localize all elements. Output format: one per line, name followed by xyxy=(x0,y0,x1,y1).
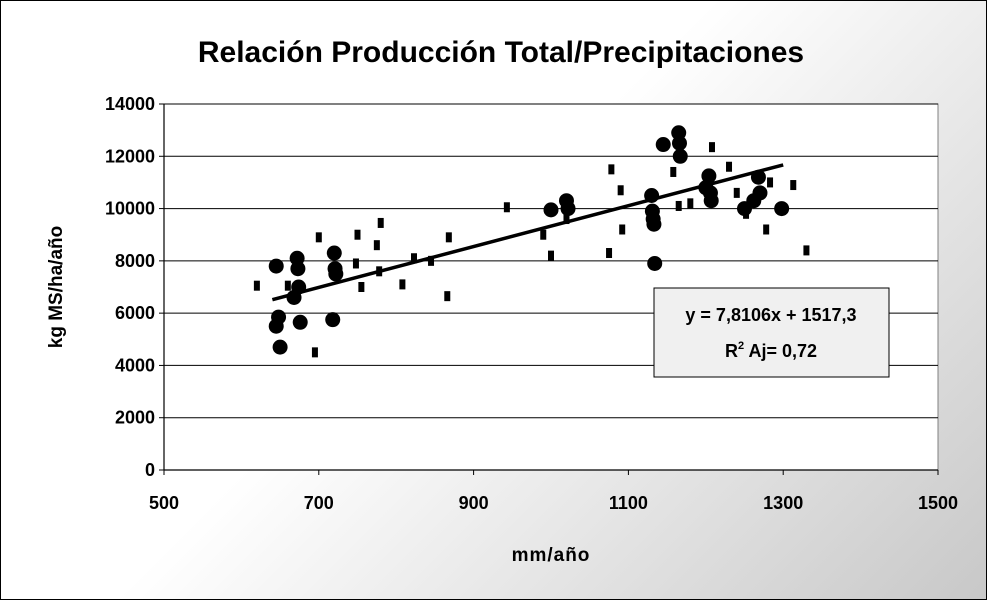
x-axis-ticks: 500 700 900 1100 1300 1500 xyxy=(149,470,958,513)
data-point-square xyxy=(428,255,435,266)
data-point-square xyxy=(377,217,384,228)
data-point-circle xyxy=(655,137,671,153)
equation-label: y = 7,8106x + 1517,3 xyxy=(685,305,856,325)
data-point-square xyxy=(733,187,740,198)
data-points xyxy=(253,125,810,358)
data-point-square xyxy=(284,280,291,291)
data-point-square xyxy=(687,198,694,209)
data-point-square xyxy=(399,279,406,290)
data-point-square xyxy=(444,291,451,302)
y-tick-label: 4000 xyxy=(115,355,155,375)
data-point-circle xyxy=(647,255,663,271)
data-point-square xyxy=(675,200,682,211)
data-point-square xyxy=(670,166,677,177)
equation-box-background xyxy=(653,287,890,378)
data-point-circle xyxy=(752,185,768,201)
data-point-circle xyxy=(328,266,344,282)
x-tick-label: 700 xyxy=(304,493,334,513)
data-point-square xyxy=(311,347,318,358)
data-point-square xyxy=(803,245,810,256)
data-point-circle xyxy=(701,168,717,184)
r-squared-label: R2 Aj= 0,72 xyxy=(725,340,817,361)
data-point-circle xyxy=(325,312,341,328)
y-tick-label: 10000 xyxy=(105,199,155,219)
data-point-circle xyxy=(560,201,576,217)
data-point-square xyxy=(548,250,554,261)
data-point-square xyxy=(708,142,715,153)
y-tick-label: 12000 xyxy=(105,146,155,166)
data-point-square xyxy=(352,258,359,269)
data-point-circle xyxy=(703,193,719,209)
data-point-square xyxy=(445,232,452,243)
y-tick-label: 6000 xyxy=(115,303,155,323)
x-tick-label: 1100 xyxy=(609,493,648,513)
data-point-circle xyxy=(774,201,790,217)
data-point-square xyxy=(354,229,361,240)
chart-title: Relación Producción Total/Precipitacione… xyxy=(198,36,804,69)
data-point-square xyxy=(608,164,615,175)
data-point-square xyxy=(763,224,770,235)
x-tick-label: 500 xyxy=(149,493,179,513)
y-axis-ticks: 0 2000 4000 6000 8000 10000 12000 14000 xyxy=(105,94,164,480)
y-tick-label: 2000 xyxy=(115,408,155,428)
y-tick-label: 0 xyxy=(145,460,155,480)
equation-box: y = 7,8106x + 1517,3 R2 Aj= 0,72 xyxy=(653,287,890,378)
y-tick-label: 8000 xyxy=(115,251,155,271)
data-point-circle xyxy=(672,148,688,164)
data-point-square xyxy=(540,229,547,240)
data-point-square xyxy=(411,253,418,264)
data-point-square xyxy=(617,185,624,196)
y-axis-label: kg MS/ha/año xyxy=(46,226,67,348)
axes xyxy=(163,104,938,471)
data-point-square xyxy=(606,248,613,259)
data-point-square xyxy=(373,240,380,251)
data-point-square xyxy=(358,282,365,292)
data-point-square xyxy=(563,214,570,225)
y-tick-label: 14000 xyxy=(105,94,155,114)
data-point-square xyxy=(619,224,626,235)
r-squared-superscript: 2 xyxy=(738,340,744,352)
r-squared-value: Aj= 0,72 xyxy=(744,341,817,361)
r-squared-r: R xyxy=(725,341,738,361)
data-point-square xyxy=(726,161,733,172)
x-tick-label: 1500 xyxy=(918,493,958,513)
data-point-circle xyxy=(272,339,288,355)
data-point-square xyxy=(503,202,510,213)
data-point-circle xyxy=(268,258,284,274)
x-axis-label: mm/año xyxy=(512,545,591,566)
data-point-circle xyxy=(326,245,342,261)
data-point-square xyxy=(767,177,774,188)
data-point-circle xyxy=(646,216,662,232)
data-point-square xyxy=(790,180,797,191)
data-point-square xyxy=(315,232,322,243)
data-point-circle xyxy=(271,309,287,325)
x-tick-label: 1300 xyxy=(763,493,803,513)
data-point-circle xyxy=(671,135,687,151)
data-point-circle xyxy=(290,261,306,277)
plot-area xyxy=(163,103,939,471)
data-point-square xyxy=(253,280,260,291)
trendline xyxy=(271,163,784,302)
data-point-circle xyxy=(543,202,559,218)
trendline-group xyxy=(271,163,784,302)
data-point-square xyxy=(743,208,750,219)
data-point-circle xyxy=(292,314,308,330)
x-tick-label: 900 xyxy=(459,493,489,513)
